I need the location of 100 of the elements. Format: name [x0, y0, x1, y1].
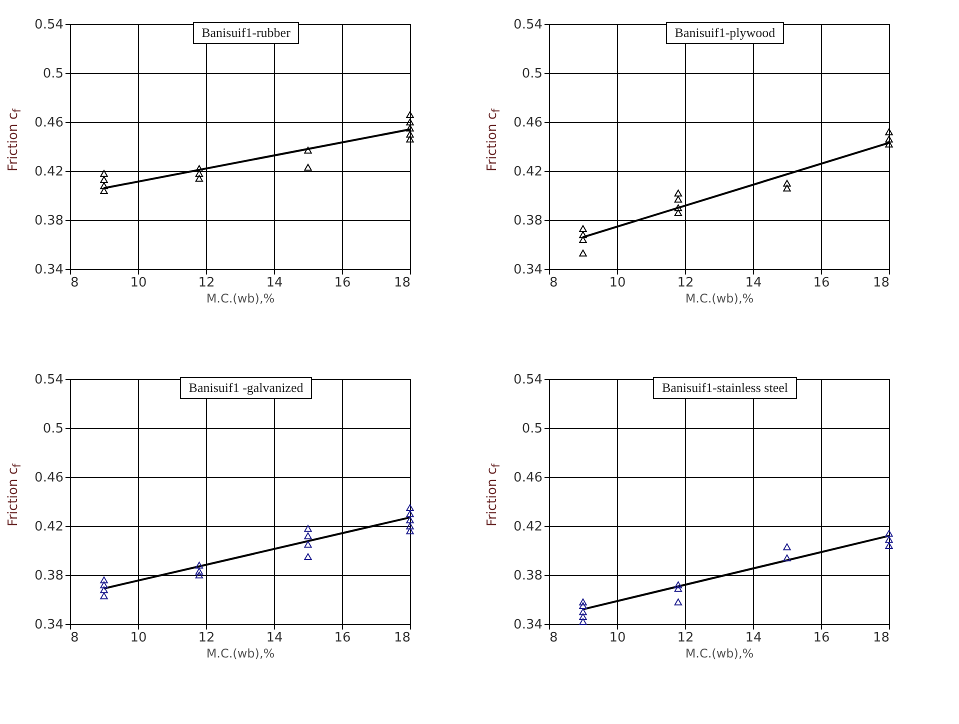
point — [674, 581, 682, 588]
x-tick-label: 12 — [198, 630, 215, 646]
y-tick-label: 0.34 — [514, 262, 542, 278]
point — [304, 540, 312, 548]
point — [406, 136, 414, 143]
x-axis-title: M.C.(wb),% — [206, 646, 275, 660]
y-tick-label: 0.54 — [514, 372, 542, 388]
point — [406, 124, 414, 132]
y-tick-label: 0.46 — [34, 116, 64, 130]
y-tick-label: 0.42 — [514, 164, 542, 180]
point — [885, 140, 893, 148]
point — [304, 146, 312, 154]
point — [406, 111, 414, 118]
point — [783, 554, 791, 562]
x-tick-label: 18 — [872, 630, 890, 646]
y-tick-label: 0.38 — [514, 214, 542, 228]
y-tick-label: 0.5 — [522, 422, 542, 436]
x-tick-label: 8 — [550, 630, 558, 646]
y-tick-label: 0.42 — [34, 164, 64, 180]
point — [885, 530, 893, 537]
x-tick-label: 16 — [813, 630, 830, 646]
x-axis-title: M.C.(wb),% — [685, 292, 754, 306]
y-tick-label: 0.38 — [514, 568, 542, 584]
point — [406, 522, 414, 530]
chart-title: Banisuif1-stainless steel — [652, 377, 797, 399]
point — [406, 527, 414, 534]
x-tick-label: 8 — [70, 276, 79, 290]
x-tick-label: 12 — [198, 276, 215, 290]
point — [304, 525, 312, 532]
point — [885, 136, 893, 143]
x-tick-label: 14 — [266, 276, 283, 290]
point — [579, 231, 587, 238]
point — [195, 572, 204, 578]
point — [406, 130, 414, 138]
point — [783, 184, 791, 192]
point — [406, 516, 414, 524]
y-tick-label: 0.5 — [522, 66, 542, 82]
point — [304, 164, 312, 171]
point — [304, 553, 312, 560]
point — [195, 562, 204, 569]
y-tick-label: 0.5 — [42, 422, 64, 436]
point — [195, 174, 204, 182]
y-tick-label: 0.42 — [514, 520, 542, 534]
point — [100, 176, 108, 183]
point — [195, 170, 204, 177]
point — [674, 598, 682, 606]
y-tick-label: 0.34 — [514, 618, 542, 632]
point — [406, 504, 414, 512]
point — [674, 196, 682, 203]
point — [100, 581, 108, 588]
chart-title: Banisuif1-plywood — [666, 22, 784, 44]
point — [100, 187, 108, 194]
point — [100, 592, 108, 600]
x-tick-label: 10 — [130, 630, 147, 646]
x-tick-label: 12 — [677, 276, 694, 290]
x-tick-label: 14 — [745, 630, 762, 646]
point — [579, 618, 587, 625]
x-tick-label: 16 — [813, 276, 830, 290]
point — [406, 118, 414, 126]
chart-title: Banisuif1-rubber — [192, 22, 300, 44]
y-tick-label: 0.5 — [42, 66, 64, 82]
point — [783, 180, 791, 187]
point — [674, 209, 682, 216]
x-tick-label: 8 — [70, 630, 79, 646]
point — [579, 602, 587, 610]
point — [579, 225, 587, 232]
x-tick-label: 10 — [609, 630, 626, 646]
point — [674, 190, 682, 196]
point — [100, 182, 108, 190]
x-tick-label: 14 — [266, 630, 283, 646]
y-tick-label: 0.54 — [34, 18, 64, 32]
y-tick-label: 0.38 — [34, 568, 64, 584]
point — [304, 532, 312, 540]
x-tick-label: 16 — [334, 276, 351, 290]
point — [406, 510, 414, 518]
point — [195, 568, 204, 575]
x-tick-label: 18 — [394, 276, 410, 290]
y-tick-label: 0.46 — [514, 116, 542, 130]
y-tick-label: 0.54 — [514, 18, 542, 32]
point — [100, 586, 108, 594]
point — [885, 128, 893, 136]
y-tick-label: 0.34 — [34, 618, 64, 632]
point — [885, 542, 893, 550]
point — [885, 536, 893, 543]
point — [579, 250, 587, 256]
x-axis-title: M.C.(wb),% — [206, 292, 275, 306]
x-tick-label: 14 — [745, 276, 762, 290]
x-tick-label: 18 — [872, 276, 890, 290]
point — [783, 543, 791, 550]
x-tick-label: 18 — [394, 630, 410, 646]
y-tick-label: 0.34 — [34, 262, 64, 278]
y-tick-label: 0.46 — [514, 470, 542, 486]
point — [579, 608, 587, 616]
point — [579, 613, 587, 620]
x-axis-title: M.C.(wb),% — [685, 646, 754, 660]
x-tick-label: 12 — [677, 630, 694, 646]
point — [579, 598, 587, 606]
point — [674, 585, 682, 592]
x-tick-label: 16 — [334, 630, 351, 646]
x-tick-label: 10 — [609, 276, 626, 290]
